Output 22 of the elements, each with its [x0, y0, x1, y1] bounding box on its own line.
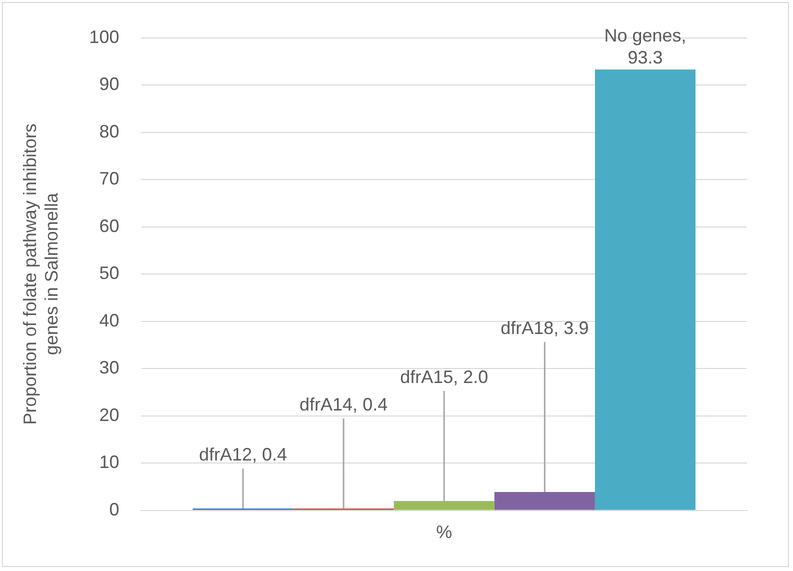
x-tick-label: %: [436, 522, 452, 542]
y-tick-label: 0: [109, 499, 120, 520]
bar: [594, 69, 696, 510]
y-tick-label: 10: [99, 452, 120, 472]
y-tick-label: 70: [99, 168, 120, 189]
y-tick-label: 40: [99, 310, 120, 330]
y-tick-label: 80: [99, 121, 120, 142]
text: dfrA15, 2.0: [400, 366, 488, 387]
y-tick-label: 30: [99, 358, 120, 378]
y-axis-title: Proportion of folate pathway inhibitors genes in Salmonella: [20, 124, 62, 425]
bar: [494, 492, 595, 510]
y-tick-label: 20: [99, 404, 120, 425]
data-label: 93.3: [628, 47, 663, 68]
y-tick-label: 90: [99, 74, 120, 94]
bar: [394, 500, 494, 510]
y-tick-label: 50: [99, 263, 120, 284]
text: dfrA14, 0.4: [300, 394, 388, 415]
text: dfrA18, 3.9: [500, 318, 589, 338]
y-tick-label: 60: [99, 216, 120, 236]
series-label: No genes,: [604, 25, 686, 46]
text: dfrA12, 0.4: [198, 444, 288, 465]
y-tick-label: 100: [89, 26, 120, 47]
